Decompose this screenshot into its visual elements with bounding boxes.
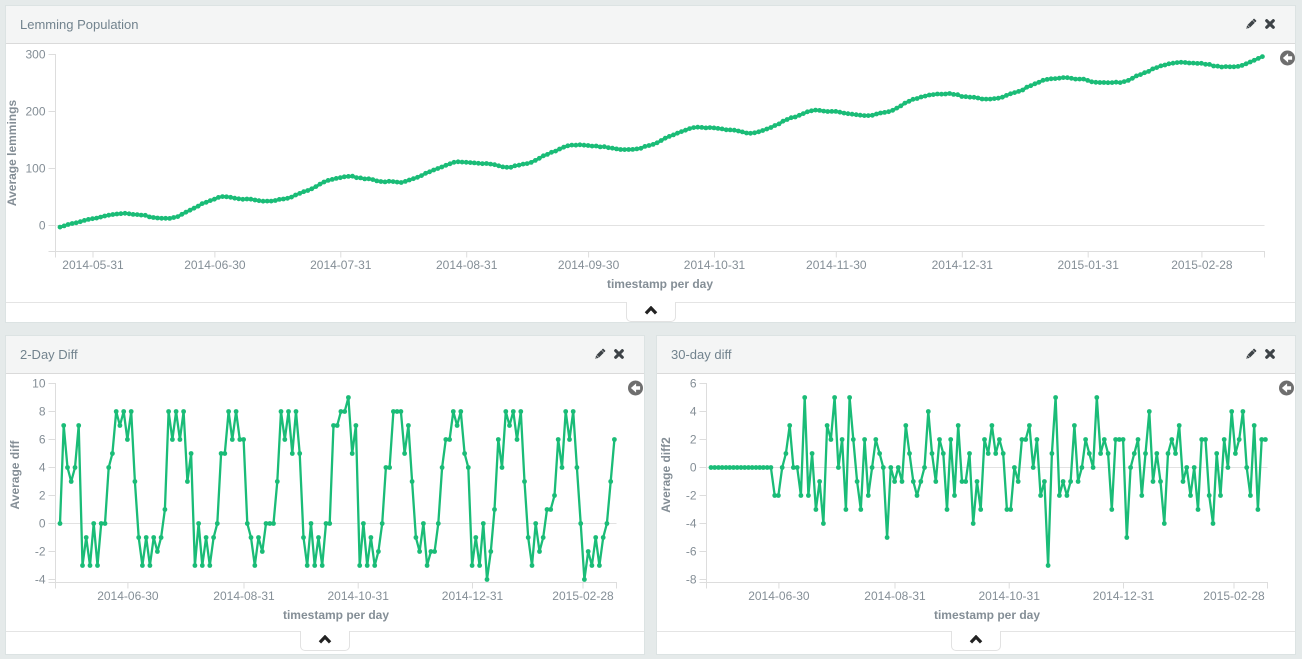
svg-text:2015-01-31: 2015-01-31 — [1058, 258, 1120, 272]
svg-text:2: 2 — [39, 489, 46, 503]
svg-text:2: 2 — [690, 433, 697, 447]
svg-text:2014-10-31: 2014-10-31 — [979, 589, 1041, 603]
svg-text:0: 0 — [39, 219, 46, 233]
svg-text:-4: -4 — [35, 573, 46, 587]
svg-text:2014-12-31: 2014-12-31 — [442, 589, 504, 603]
svg-text:2014-05-31: 2014-05-31 — [62, 258, 124, 272]
svg-text:2014-08-31: 2014-08-31 — [436, 258, 498, 272]
svg-text:Average diff: Average diff — [8, 440, 22, 510]
svg-text:6: 6 — [690, 377, 697, 391]
svg-text:2015-02-28: 2015-02-28 — [1171, 258, 1233, 272]
svg-text:2014-06-30: 2014-06-30 — [748, 589, 810, 603]
svg-text:4: 4 — [39, 461, 46, 475]
svg-text:Average lemmings: Average lemmings — [6, 100, 19, 207]
svg-text:2014-06-30: 2014-06-30 — [184, 258, 246, 272]
svg-text:0: 0 — [39, 517, 46, 531]
svg-text:-2: -2 — [35, 545, 46, 559]
svg-text:2014-11-30: 2014-11-30 — [806, 258, 867, 272]
svg-text:8: 8 — [39, 405, 46, 419]
svg-text:6: 6 — [39, 433, 46, 447]
svg-text:2015-02-28: 2015-02-28 — [552, 589, 614, 603]
svg-text:2014-10-31: 2014-10-31 — [328, 589, 390, 603]
svg-text:-6: -6 — [686, 545, 697, 559]
svg-text:timestamp per day: timestamp per day — [283, 608, 389, 622]
svg-text:2014-12-31: 2014-12-31 — [1093, 589, 1155, 603]
svg-text:10: 10 — [32, 377, 46, 391]
svg-text:100: 100 — [25, 162, 45, 176]
svg-text:200: 200 — [25, 105, 45, 119]
svg-text:2014-09-30: 2014-09-30 — [558, 258, 620, 272]
svg-text:2014-06-30: 2014-06-30 — [97, 589, 159, 603]
svg-text:timestamp per day: timestamp per day — [607, 277, 713, 291]
svg-text:4: 4 — [690, 405, 697, 419]
svg-text:300: 300 — [25, 48, 45, 62]
svg-text:Average diff2: Average diff2 — [659, 437, 673, 513]
svg-text:0: 0 — [690, 461, 697, 475]
svg-text:2014-07-31: 2014-07-31 — [310, 258, 372, 272]
svg-text:timestamp per day: timestamp per day — [934, 608, 1040, 622]
svg-text:2014-12-31: 2014-12-31 — [932, 258, 994, 272]
svg-text:-4: -4 — [686, 517, 697, 531]
svg-text:2014-08-31: 2014-08-31 — [213, 589, 275, 603]
svg-text:2014-08-31: 2014-08-31 — [864, 589, 926, 603]
svg-text:-8: -8 — [686, 573, 697, 587]
svg-text:-2: -2 — [686, 489, 697, 503]
svg-text:2014-10-31: 2014-10-31 — [684, 258, 746, 272]
svg-text:2015-02-28: 2015-02-28 — [1203, 589, 1265, 603]
